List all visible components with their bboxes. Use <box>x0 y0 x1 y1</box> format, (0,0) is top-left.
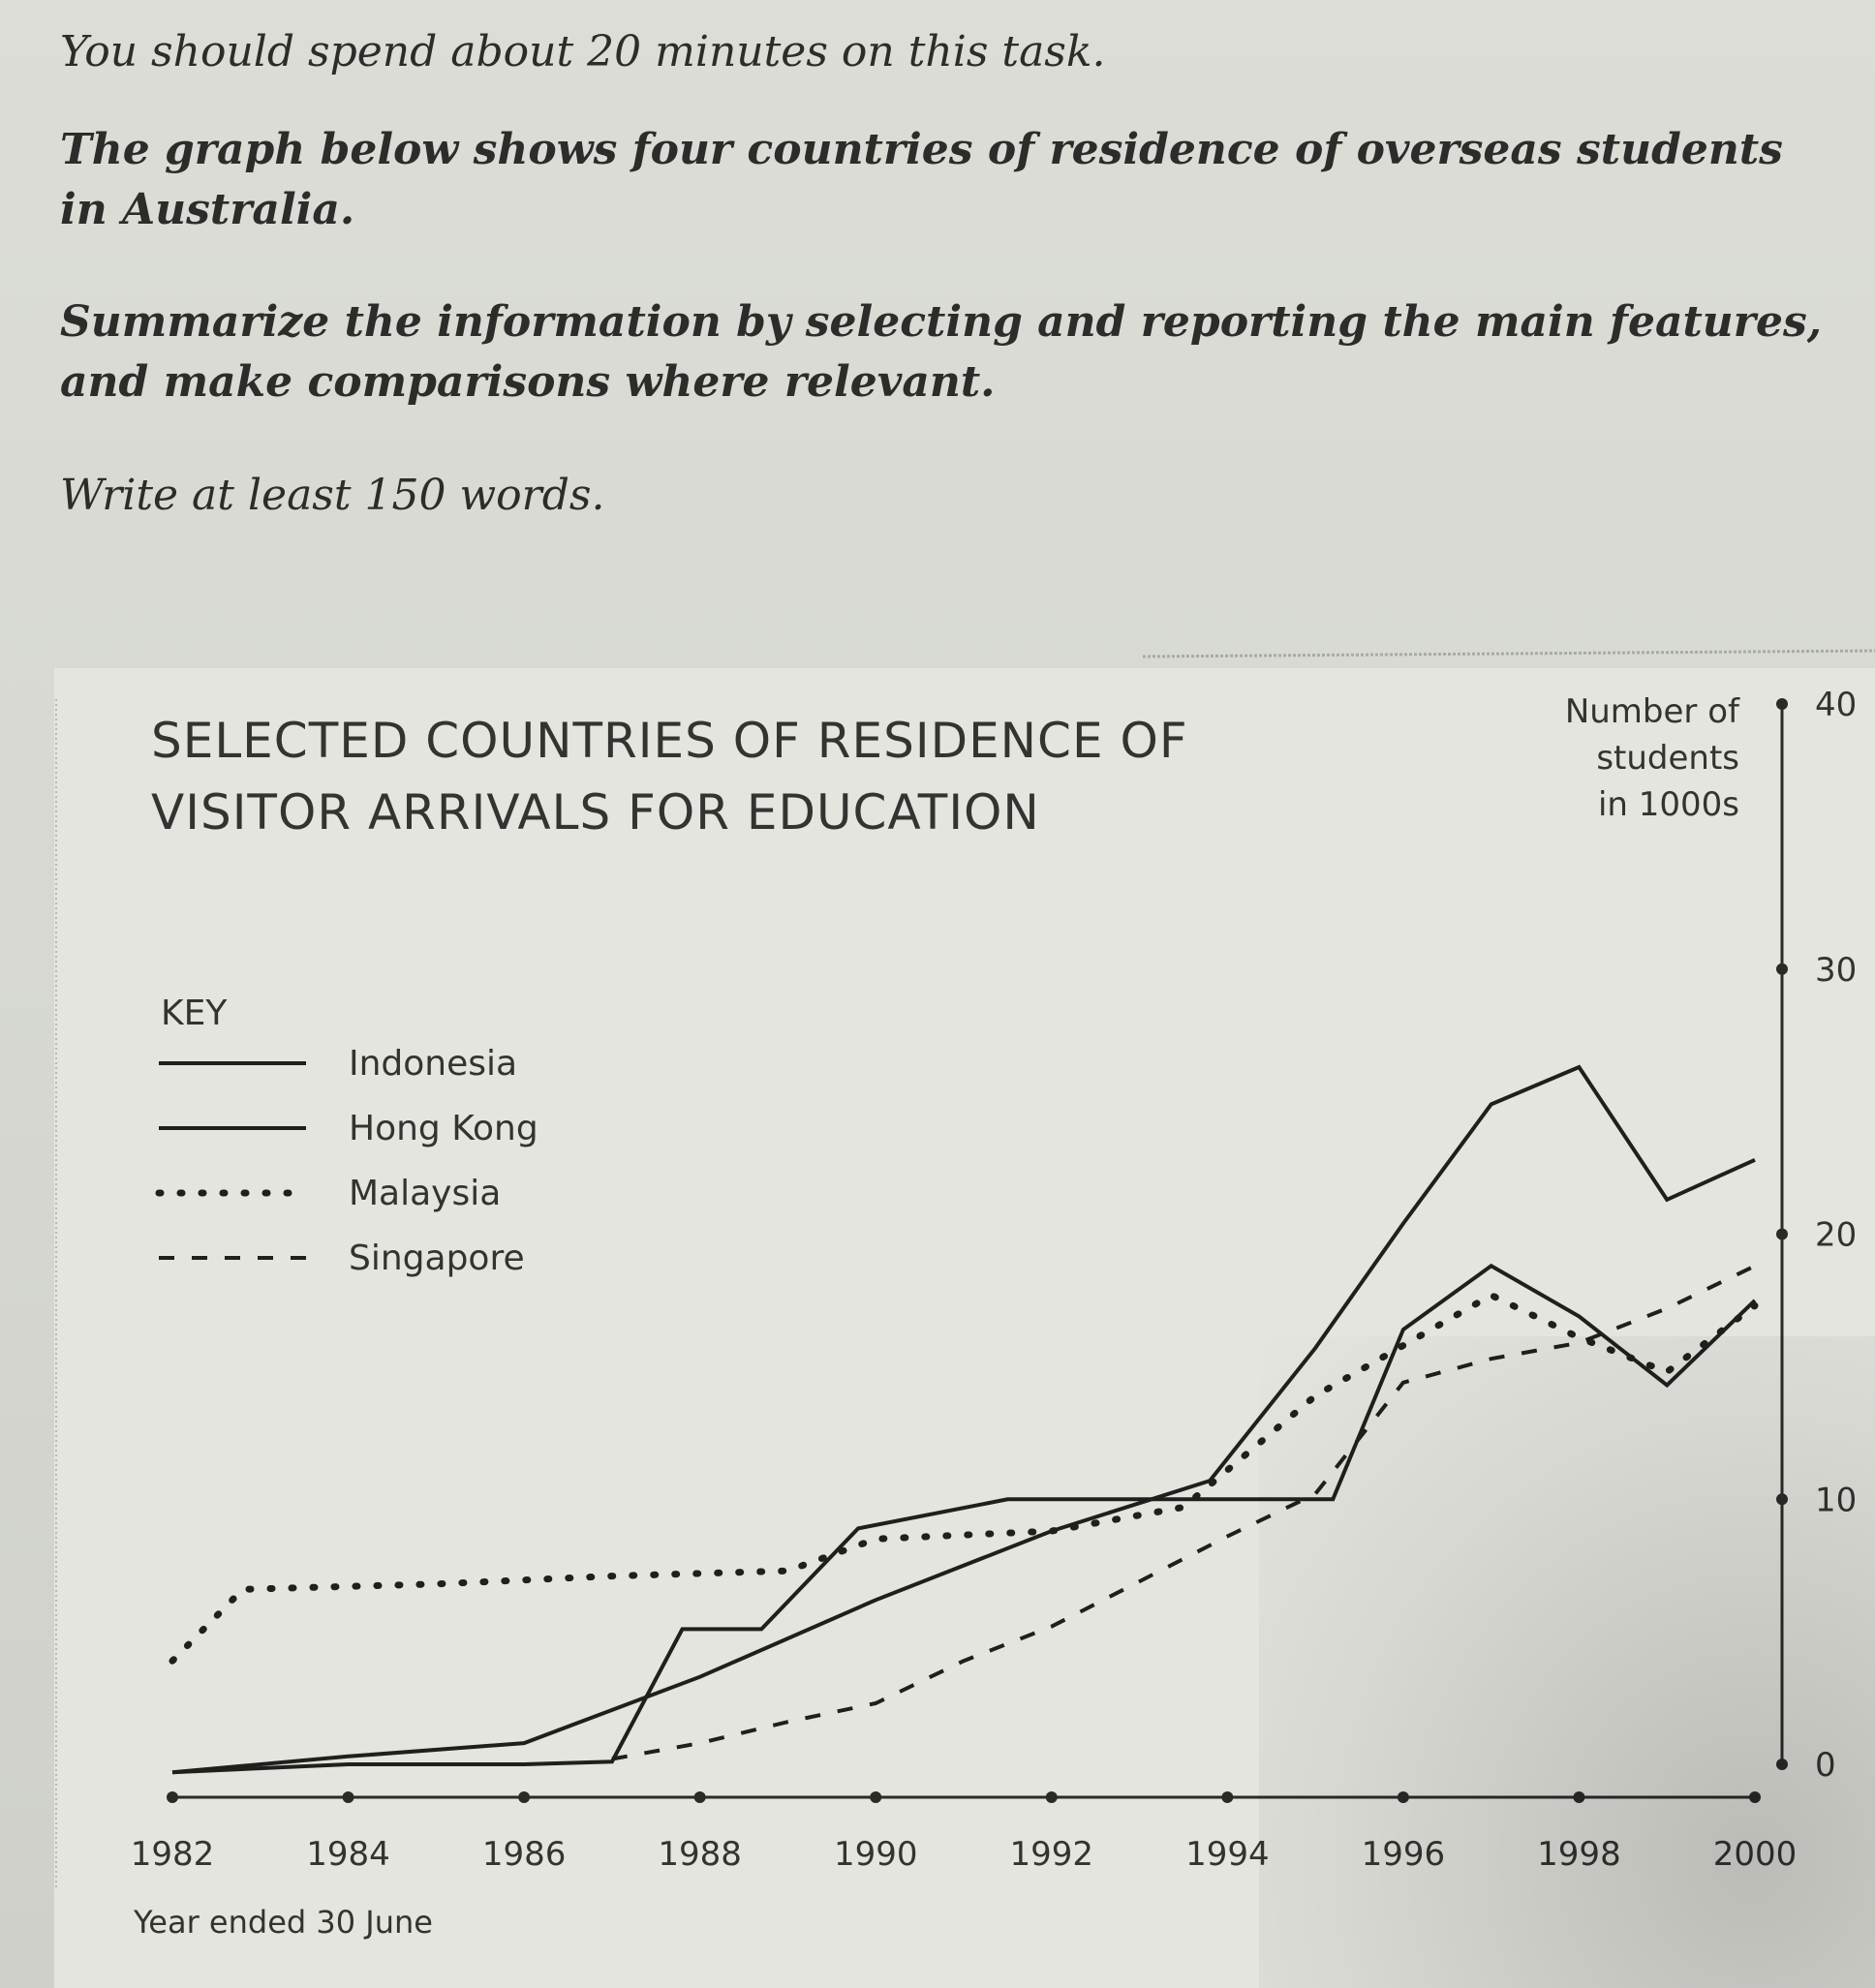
y-axis-label-line-2: students <box>1596 739 1739 778</box>
chart-title-line-2: VISITOR ARRIVALS FOR EDUCATION <box>151 784 1040 841</box>
x-tick-1982 <box>167 1791 178 1803</box>
legend-key-heading: KEY <box>161 994 228 1033</box>
legend-label-singapore: Singapore <box>349 1239 525 1278</box>
x-tick-2000 <box>1749 1791 1761 1803</box>
x-tick-1990 <box>870 1791 882 1803</box>
series-line-hong-kong <box>171 1263 1757 1775</box>
legend-label-malaysia: Malaysia <box>349 1174 501 1213</box>
x-tick-label-1988: 1988 <box>658 1835 742 1874</box>
legend: Indonesia Hong Kong Malaysia Singapore <box>155 1044 538 1278</box>
y-tick-0 <box>1776 1759 1788 1770</box>
x-tick-1998 <box>1573 1791 1585 1803</box>
y-axis-ticks: 0 10 20 30 40 <box>1776 686 1857 1785</box>
x-tick-1994 <box>1221 1791 1234 1803</box>
y-axis-label-line-3: in 1000s <box>1598 785 1739 824</box>
task-time-note: You should spend about 20 minutes on thi… <box>60 27 1106 76</box>
legend-label-indonesia: Indonesia <box>349 1044 517 1084</box>
x-tick-1986 <box>518 1791 531 1803</box>
y-tick-30 <box>1776 963 1788 975</box>
x-axis-ticks: 1982 1984 1986 1988 1990 1992 1994 1996 1998 2000 <box>131 1791 1798 1874</box>
y-tick-label-20: 20 <box>1815 1216 1857 1255</box>
y-tick-label-40: 40 <box>1815 686 1857 724</box>
x-tick-label-1984: 1984 <box>306 1835 390 1874</box>
legend-label-hong-kong: Hong Kong <box>349 1109 538 1148</box>
x-axis-label: Year ended 30 June <box>133 1904 433 1941</box>
x-tick-label-1982: 1982 <box>131 1835 215 1874</box>
y-tick-10 <box>1776 1493 1788 1506</box>
x-tick-1984 <box>342 1791 354 1803</box>
y-tick-label-30: 30 <box>1815 951 1857 990</box>
x-tick-label-1996: 1996 <box>1362 1835 1446 1874</box>
series-line-singapore <box>611 1264 1756 1761</box>
y-tick-label-0: 0 <box>1815 1746 1836 1785</box>
task-instruction: Summarize the information by selecting a… <box>60 297 1823 407</box>
series-lines <box>169 1064 1759 1775</box>
x-tick-label-1992: 1992 <box>1010 1835 1094 1874</box>
x-tick-label-1986: 1986 <box>482 1835 567 1874</box>
chart-title-line-1: SELECTED COUNTRIES OF RESIDENCE OF <box>151 713 1188 769</box>
task-description: The graph below shows four countries of … <box>60 125 1783 234</box>
y-axis-label-line-1: Number of <box>1565 692 1740 731</box>
chart-panel <box>54 668 1875 1988</box>
y-tick-40 <box>1776 698 1788 710</box>
chart-top-edge <box>1142 649 1875 658</box>
x-tick-label-2000: 2000 <box>1713 1835 1798 1874</box>
task-word-count: Write at least 150 words. <box>60 471 605 520</box>
y-tick-20 <box>1776 1228 1788 1240</box>
x-tick-label-1990: 1990 <box>834 1835 918 1874</box>
x-tick-label-1998: 1998 <box>1537 1835 1621 1874</box>
x-tick-1992 <box>1045 1791 1058 1803</box>
x-tick-label-1994: 1994 <box>1185 1835 1270 1874</box>
x-tick-1988 <box>693 1791 706 1803</box>
x-tick-1996 <box>1397 1791 1409 1803</box>
series-line-malaysia <box>169 1291 1759 1665</box>
y-tick-label-10: 10 <box>1815 1481 1857 1519</box>
